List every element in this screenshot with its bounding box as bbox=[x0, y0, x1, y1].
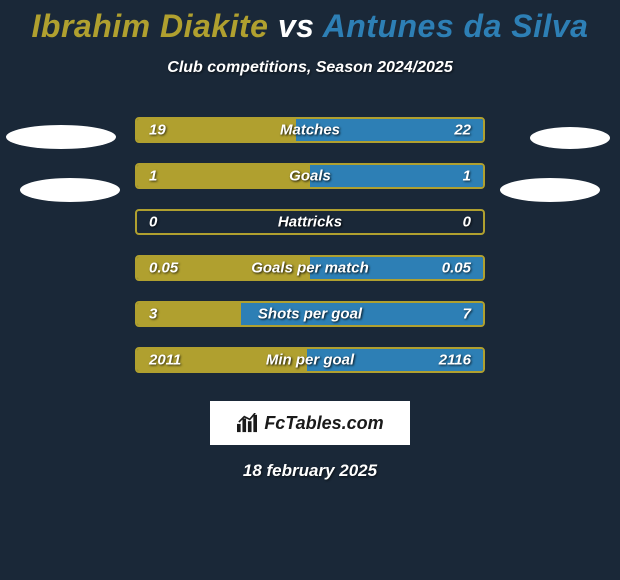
stat-label: Matches bbox=[280, 122, 340, 139]
bar-left bbox=[137, 165, 310, 187]
title-vs: vs bbox=[278, 8, 315, 44]
stat-label: Goals bbox=[289, 168, 331, 185]
logo-badge[interactable]: FcTables.com bbox=[210, 401, 410, 445]
value-left: 3 bbox=[149, 306, 157, 323]
value-left: 0.05 bbox=[149, 260, 178, 277]
value-left: 0 bbox=[149, 214, 157, 231]
bar-track: 2011 2116 Min per goal bbox=[135, 347, 485, 373]
stat-label: Goals per match bbox=[251, 260, 369, 277]
bar-track: 19 22 Matches bbox=[135, 117, 485, 143]
value-left: 2011 bbox=[149, 352, 181, 369]
subtitle: Club competitions, Season 2024/2025 bbox=[0, 59, 620, 77]
stat-row: 0 0 Hattricks bbox=[0, 199, 620, 245]
bar-track: 1 1 Goals bbox=[135, 163, 485, 189]
chart-icon bbox=[236, 413, 258, 433]
bar-track: 0.05 0.05 Goals per match bbox=[135, 255, 485, 281]
stat-row: 2011 2116 Min per goal bbox=[0, 337, 620, 383]
comparison-title: Ibrahim Diakite vs Antunes da Silva bbox=[0, 0, 620, 45]
value-left: 1 bbox=[149, 168, 157, 185]
value-right: 0.05 bbox=[442, 260, 471, 277]
bar-track: 0 0 Hattricks bbox=[135, 209, 485, 235]
stat-label: Min per goal bbox=[266, 352, 354, 369]
bar-track: 3 7 Shots per goal bbox=[135, 301, 485, 327]
player1-name: Ibrahim Diakite bbox=[32, 8, 269, 44]
stat-row: 0.05 0.05 Goals per match bbox=[0, 245, 620, 291]
value-left: 19 bbox=[149, 122, 166, 139]
value-right: 2116 bbox=[439, 352, 471, 369]
footer-date: 18 february 2025 bbox=[0, 461, 620, 481]
player2-name: Antunes da Silva bbox=[323, 8, 589, 44]
logo-text: FcTables.com bbox=[264, 413, 383, 434]
stat-label: Hattricks bbox=[278, 214, 342, 231]
value-right: 22 bbox=[454, 122, 471, 139]
stat-label: Shots per goal bbox=[258, 306, 362, 323]
bar-right bbox=[310, 165, 483, 187]
stat-row: 19 22 Matches bbox=[0, 107, 620, 153]
value-right: 7 bbox=[463, 306, 471, 323]
stat-row: 1 1 Goals bbox=[0, 153, 620, 199]
stat-row: 3 7 Shots per goal bbox=[0, 291, 620, 337]
value-right: 1 bbox=[463, 168, 471, 185]
comparison-chart: 19 22 Matches 1 1 Goals 0 0 Hattricks 0.05 0.05 Goa… bbox=[0, 107, 620, 383]
value-right: 0 bbox=[463, 214, 471, 231]
